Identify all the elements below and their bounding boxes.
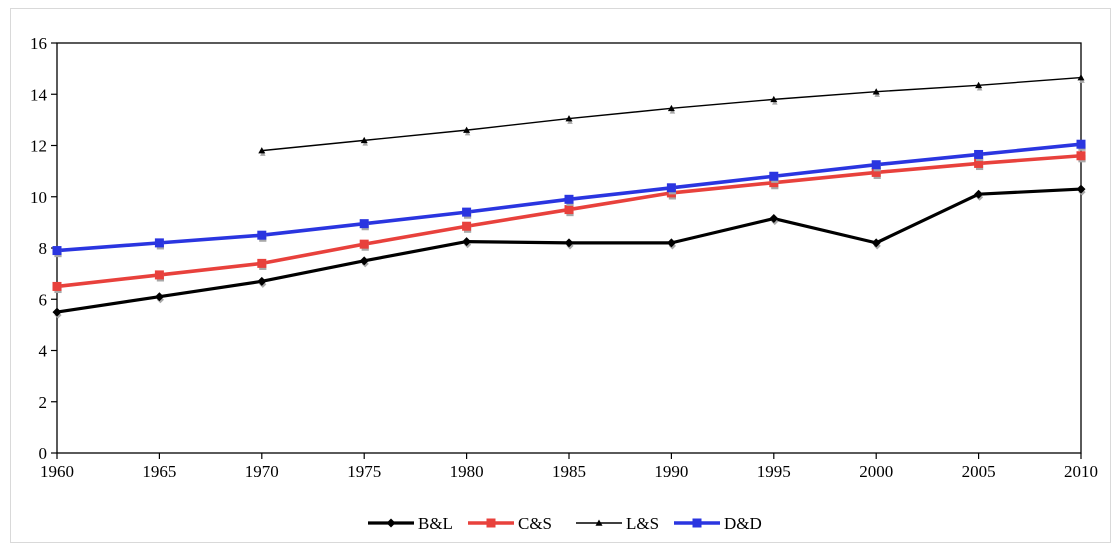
- data-point: [769, 214, 779, 224]
- series-line: [56, 153, 1082, 289]
- data-point: [154, 270, 164, 280]
- data-point: [666, 238, 676, 248]
- x-tick-label: 2010: [1064, 462, 1098, 481]
- legend-swatch-marker: [692, 518, 702, 528]
- data-point: [462, 237, 472, 247]
- x-tick-label: 2005: [962, 462, 996, 481]
- data-point: [359, 256, 369, 266]
- data-point: [1076, 139, 1086, 149]
- x-tick-label: 1965: [142, 462, 176, 481]
- data-point: [872, 88, 880, 95]
- data-point: [564, 194, 574, 204]
- data-point: [52, 281, 62, 291]
- data-point: [463, 126, 471, 133]
- data-point: [666, 183, 676, 193]
- data-point: [360, 136, 368, 144]
- data-point: [257, 230, 267, 240]
- data-point: [871, 238, 881, 248]
- x-tick-label: 1995: [757, 462, 791, 481]
- legend-label: D&D: [724, 514, 762, 533]
- legend-item-1: C&S: [468, 514, 552, 533]
- data-point: [359, 219, 369, 229]
- x-tick-label: 1980: [450, 462, 484, 481]
- x-tick-label: 1975: [347, 462, 381, 481]
- x-tick-label: 1985: [552, 462, 586, 481]
- x-tick-label: 2000: [859, 462, 893, 481]
- data-point: [871, 160, 881, 170]
- legend-item-3: D&D: [674, 514, 762, 533]
- legend-label: C&S: [518, 514, 552, 533]
- legend-label: B&L: [418, 514, 453, 533]
- data-point: [565, 115, 573, 122]
- data-point: [564, 238, 574, 248]
- data-point: [871, 167, 881, 177]
- x-tick-label: 1960: [40, 462, 74, 481]
- data-point: [770, 95, 778, 103]
- legend-swatch-marker: [386, 518, 396, 528]
- data-point: [974, 189, 984, 199]
- data-point: [154, 292, 164, 302]
- series-layer: [52, 74, 1086, 319]
- series-3: [52, 139, 1086, 258]
- y-tick-label: 4: [39, 342, 48, 361]
- x-tick-label: 1990: [654, 462, 688, 481]
- axes: 0 2 4 6 8 10 12 14 16 1960 1965 1970 1975 1980 1985 199…: [30, 34, 1098, 481]
- chart-frame: [10, 8, 1111, 543]
- data-point: [359, 239, 369, 249]
- data-point: [52, 307, 62, 317]
- data-point: [1076, 151, 1086, 161]
- y-tick-label: 0: [39, 444, 48, 463]
- y-tick-label: 14: [30, 85, 48, 104]
- data-point: [1076, 184, 1086, 194]
- data-point: [52, 246, 62, 256]
- y-tick-label: 6: [39, 290, 48, 309]
- y-tick-label: 8: [39, 239, 48, 258]
- series-line: [261, 76, 1082, 152]
- data-point: [257, 276, 267, 286]
- legend: B&L C&S L&S D&D: [368, 514, 762, 533]
- legend-swatch-marker: [595, 519, 603, 526]
- y-tick-label: 12: [30, 137, 47, 156]
- x-tick-label: 1970: [245, 462, 279, 481]
- data-point: [462, 221, 472, 231]
- series-1: [52, 151, 1086, 294]
- legend-label: L&S: [626, 514, 659, 533]
- y-tick-label: 2: [39, 393, 48, 412]
- data-point: [974, 158, 984, 168]
- series-2: [258, 74, 1085, 156]
- data-point: [462, 207, 472, 217]
- data-point: [975, 81, 983, 89]
- legend-item-2: L&S: [576, 514, 659, 533]
- data-point: [769, 171, 779, 181]
- data-point: [154, 238, 164, 248]
- legend-swatch-marker: [486, 518, 496, 528]
- series-0: [52, 184, 1086, 319]
- y-tick-label: 10: [30, 188, 47, 207]
- data-point: [257, 258, 267, 268]
- legend-item-0: B&L: [368, 514, 453, 533]
- data-point: [258, 147, 266, 154]
- data-point: [564, 205, 574, 215]
- y-tick-label: 16: [30, 34, 47, 53]
- data-point: [1077, 74, 1085, 81]
- data-point: [974, 149, 984, 159]
- data-point: [667, 104, 675, 112]
